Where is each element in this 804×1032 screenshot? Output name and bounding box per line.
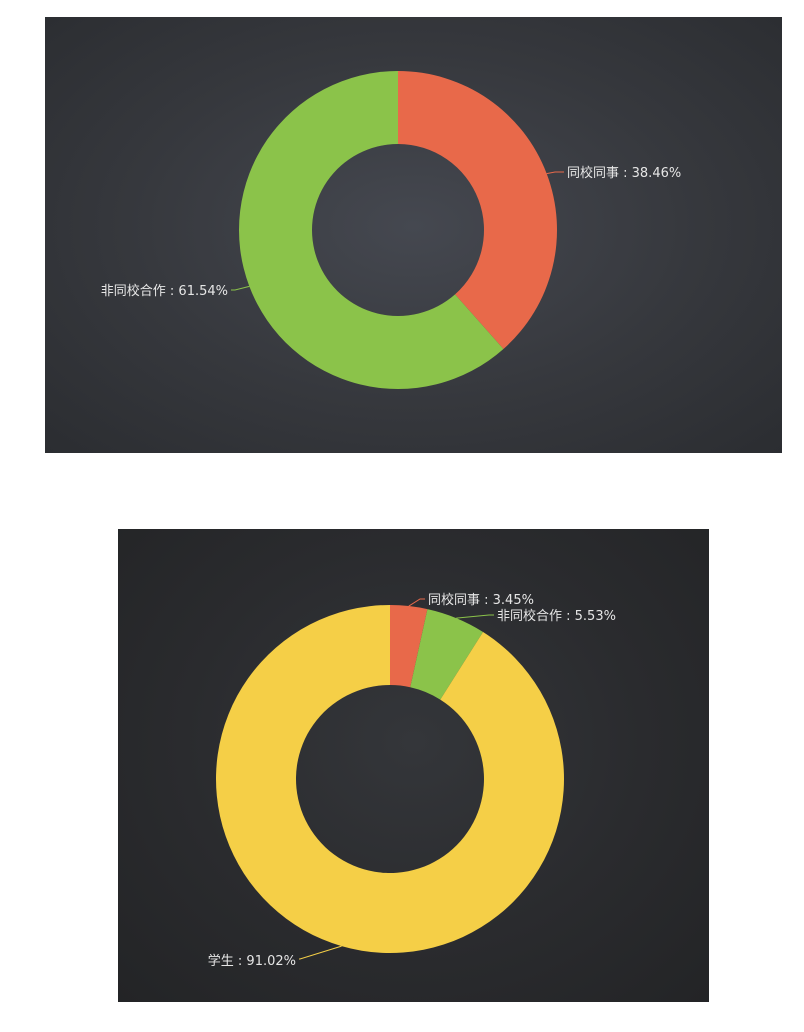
slice-非同校合作 xyxy=(410,609,484,700)
slice-label-非同校合作: 非同校合作 : 61.54% xyxy=(101,283,228,299)
donut-chart-2: 同校同事 : 3.45% 非同校合作 : 5.53% 学生 : 91.02% xyxy=(208,592,616,969)
chart-panel-1: 同校同事 : 38.46% 非同校合作 : 61.54% xyxy=(45,17,782,453)
leader-line-同校同事 xyxy=(546,171,564,175)
leader-line-同校同事 xyxy=(408,598,425,607)
slice-非同校合作 xyxy=(238,71,504,390)
slice-label-学生: 学生 : 91.02% xyxy=(208,953,296,969)
slice-label-同校同事: 同校同事 : 38.46% xyxy=(567,165,681,181)
slice-同校同事 xyxy=(390,605,428,688)
leader-line-非同校合作 xyxy=(231,285,250,291)
leader-line-学生 xyxy=(299,945,342,960)
slice-label-非同校合作: 非同校合作 : 5.53% xyxy=(497,608,616,624)
donut-chart-1: 同校同事 : 38.46% 非同校合作 : 61.54% xyxy=(101,71,681,390)
slice-同校同事 xyxy=(398,71,557,350)
slice-label-同校同事: 同校同事 : 3.45% xyxy=(428,592,534,608)
leader-line-非同校合作 xyxy=(456,614,494,619)
chart-panel-2: 同校同事 : 3.45% 非同校合作 : 5.53% 学生 : 91.02% xyxy=(118,529,709,1002)
slice-学生 xyxy=(215,605,564,953)
